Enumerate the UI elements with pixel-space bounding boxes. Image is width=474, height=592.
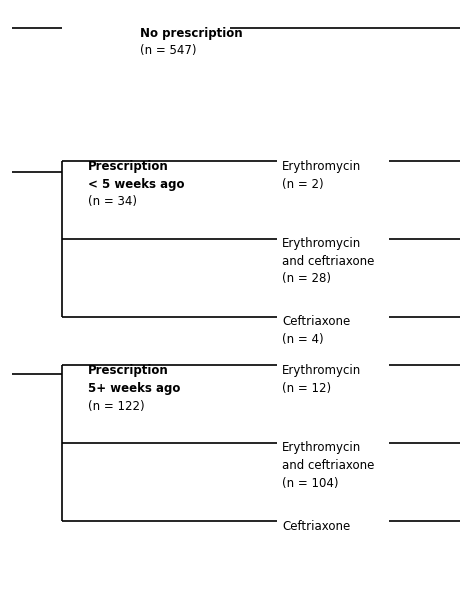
Text: < 5 weeks ago: < 5 weeks ago [88, 178, 184, 191]
Text: (n = 2): (n = 2) [282, 178, 324, 191]
Text: (n = 122): (n = 122) [88, 400, 144, 413]
Text: Prescription: Prescription [88, 160, 168, 173]
Text: Ceftriaxone: Ceftriaxone [282, 315, 350, 328]
Text: Erythromycin: Erythromycin [282, 237, 361, 250]
Text: Ceftriaxone: Ceftriaxone [282, 520, 350, 533]
Text: (n = 104): (n = 104) [282, 477, 338, 490]
Text: and ceftriaxone: and ceftriaxone [282, 255, 374, 268]
Text: Erythromycin: Erythromycin [282, 364, 361, 377]
Text: Erythromycin: Erythromycin [282, 160, 361, 173]
Text: (n = 4): (n = 4) [282, 333, 324, 346]
Text: Erythromycin: Erythromycin [282, 441, 361, 454]
Text: (n = 12): (n = 12) [282, 382, 331, 395]
Text: (n = 34): (n = 34) [88, 195, 137, 208]
Text: and ceftriaxone: and ceftriaxone [282, 459, 374, 472]
Text: No prescription: No prescription [140, 27, 243, 40]
Text: (n = 28): (n = 28) [282, 272, 331, 285]
Text: (n = 547): (n = 547) [140, 44, 196, 57]
Text: Prescription: Prescription [88, 364, 168, 377]
Text: 5+ weeks ago: 5+ weeks ago [88, 382, 180, 395]
